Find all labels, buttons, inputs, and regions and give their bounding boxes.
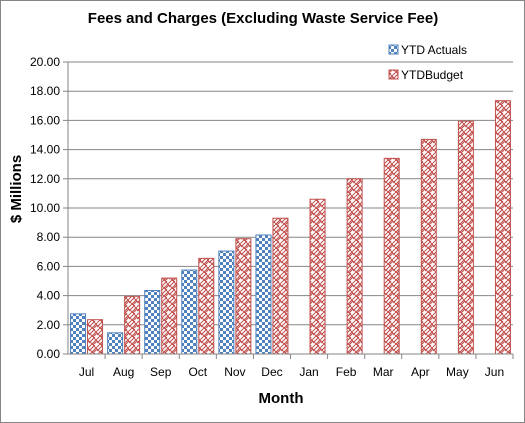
legend-swatch-ytd-budget <box>388 69 399 80</box>
x-tick-label: Sep <box>150 365 172 379</box>
x-tick-label: Jul <box>79 365 94 379</box>
y-tick-label: 8.00 <box>37 230 61 244</box>
gridlines <box>63 61 513 355</box>
bar-ytd-actuals <box>218 250 235 355</box>
y-axis-title: $ Millions <box>8 155 25 223</box>
legend-label: YTDBudget <box>401 68 464 82</box>
bar-group <box>70 100 511 355</box>
bar-ytd-budget <box>309 198 326 355</box>
bar-ytd-budget <box>457 120 474 355</box>
y-tick-label: 12.00 <box>30 172 60 186</box>
x-axis-title: Month <box>259 390 304 407</box>
x-tick-label: Jan <box>299 365 318 379</box>
axes <box>67 62 514 359</box>
x-tick-label: Nov <box>224 365 245 379</box>
y-tick-label: 16.00 <box>30 113 60 127</box>
legend: YTD Actuals YTDBudget <box>388 43 467 82</box>
bar-ytd-budget <box>87 319 104 355</box>
y-tick-label: 6.00 <box>37 259 61 273</box>
bar-ytd-budget <box>272 217 289 355</box>
bar-ytd-budget <box>198 257 215 355</box>
bar-ytd-actuals <box>70 313 87 355</box>
y-tick-labels: 0.00 2.00 4.00 6.00 8.00 10.00 12.00 14.00 16.00… <box>30 55 60 361</box>
bar-ytd-budget <box>494 100 511 355</box>
legend-swatch-ytd-actuals <box>388 44 399 55</box>
x-tick-label: Apr <box>411 365 430 379</box>
bar-ytd-budget <box>161 277 178 355</box>
bar-ytd-actuals <box>255 234 272 355</box>
x-tick-labels: Jul Aug Sep Oct Nov Dec Jan Feb Mar Apr May Jun <box>79 365 504 379</box>
bar-ytd-budget <box>420 138 437 355</box>
x-tick-label: Aug <box>113 365 134 379</box>
bar-ytd-actuals <box>181 269 198 355</box>
x-tick-label: Feb <box>336 365 357 379</box>
y-tick-label: 4.00 <box>37 289 61 303</box>
bar-ytd-actuals <box>144 289 161 355</box>
x-tick-label: Oct <box>188 365 207 379</box>
chart-title: Fees and Charges (Excluding Waste Servic… <box>88 10 438 27</box>
x-tick-label: Mar <box>373 365 394 379</box>
x-tick-label: Dec <box>261 365 282 379</box>
x-tick-label: May <box>446 365 469 379</box>
y-tick-label: 14.00 <box>30 143 60 157</box>
y-tick-label: 18.00 <box>30 84 60 98</box>
y-tick-label: 20.00 <box>30 55 60 69</box>
y-tick-label: 0.00 <box>37 347 61 361</box>
y-tick-label: 2.00 <box>37 318 61 332</box>
bar-ytd-actuals <box>107 332 124 355</box>
bar-ytd-budget <box>346 178 363 355</box>
bar-ytd-budget <box>124 295 141 355</box>
y-tick-label: 10.00 <box>30 201 60 215</box>
bar-ytd-budget <box>235 238 252 355</box>
bar-ytd-budget <box>383 157 400 355</box>
legend-label: YTD Actuals <box>401 43 467 57</box>
x-tick-label: Jun <box>485 365 504 379</box>
